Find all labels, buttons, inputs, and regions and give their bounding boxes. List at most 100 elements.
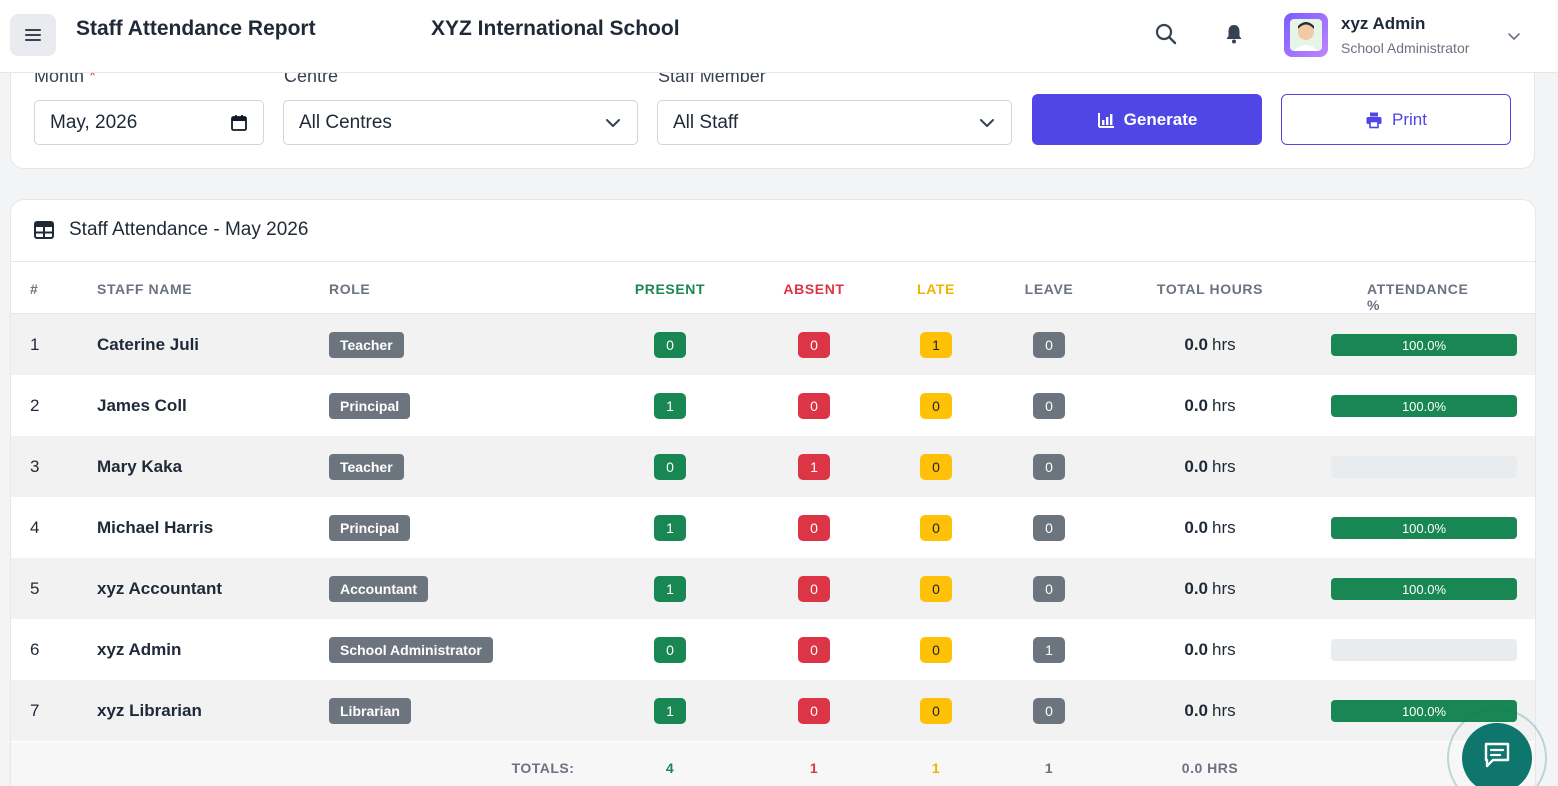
total-hours-value: 0.0 xyxy=(1184,456,1209,476)
search-icon[interactable] xyxy=(1154,22,1178,46)
totals-present: 4 xyxy=(665,760,675,776)
menu-icon xyxy=(25,29,41,41)
role-badge: Librarian xyxy=(329,697,411,724)
total-hours-cell: 0.0 hrs xyxy=(1184,558,1235,619)
absent-count-badge: 0 xyxy=(798,514,830,541)
col-header-staff-name: STAFF NAME xyxy=(97,281,193,297)
absent-cell: 0 xyxy=(798,680,830,741)
attendance-progress-bar: 100.0% xyxy=(1331,517,1517,539)
attendance-progress-fill: 100.0% xyxy=(1331,334,1517,356)
chevron-down-icon xyxy=(606,119,620,127)
page-title: Staff Attendance Report xyxy=(76,17,316,40)
total-hours-value: 0.0 xyxy=(1184,639,1209,659)
present-cell: 1 xyxy=(654,375,686,436)
absent-cell: 0 xyxy=(798,375,830,436)
absent-count-badge: 0 xyxy=(798,392,830,419)
present-count-badge: 1 xyxy=(654,392,686,419)
top-header: Staff Attendance Report XYZ Internationa… xyxy=(0,0,1558,73)
table-row: 3 Mary Kaka Teacher 0 1 0 0 0.0 hrs xyxy=(11,436,1535,497)
totals-absent: 1 xyxy=(809,760,819,776)
total-hours-value: 0.0 xyxy=(1184,700,1209,720)
print-button[interactable]: Print xyxy=(1281,94,1511,145)
row-index: 7 xyxy=(30,700,40,720)
late-count-badge: 0 xyxy=(920,697,952,724)
staff-value: All Staff xyxy=(673,111,739,133)
attendance-progress-bar: 100.0% xyxy=(1331,578,1517,600)
attendance-progress-fill: 100.0% xyxy=(1331,578,1517,600)
bell-icon[interactable] xyxy=(1222,22,1246,46)
avatar[interactable] xyxy=(1284,13,1328,57)
absent-count-badge: 0 xyxy=(798,331,830,358)
late-count-badge: 1 xyxy=(920,331,952,358)
present-cell: 0 xyxy=(654,314,686,375)
row-index: 6 xyxy=(30,639,40,659)
total-hours-cell: 0.0 hrs xyxy=(1184,497,1235,558)
totals-label: TOTALS: xyxy=(511,760,575,776)
col-header-leave: LEAVE xyxy=(1024,281,1074,297)
role-cell: School Administrator xyxy=(329,619,493,680)
month-input[interactable]: May, 2026 xyxy=(34,100,264,145)
row-index: 2 xyxy=(30,395,40,415)
centre-select[interactable]: All Centres xyxy=(283,100,638,145)
school-name: XYZ International School xyxy=(431,17,680,40)
month-value: May, 2026 xyxy=(50,111,138,133)
table-row: 4 Michael Harris Principal 1 0 0 0 0.0 hrs 100.0% xyxy=(11,497,1535,558)
attendance-progress-fill: 100.0% xyxy=(1331,395,1517,417)
chart-icon xyxy=(1097,112,1114,128)
printer-icon xyxy=(1366,112,1382,128)
hours-unit: hrs xyxy=(1212,517,1236,537)
leave-cell: 0 xyxy=(1033,436,1065,497)
generate-button[interactable]: Generate xyxy=(1032,94,1262,145)
menu-toggle-button[interactable] xyxy=(10,14,56,56)
absent-count-badge: 0 xyxy=(798,575,830,602)
hours-unit: hrs xyxy=(1212,395,1236,415)
hours-unit: hrs xyxy=(1212,456,1236,476)
role-cell: Teacher xyxy=(329,436,404,497)
role-badge: Teacher xyxy=(329,453,404,480)
role-badge: Accountant xyxy=(329,575,428,602)
absent-cell: 0 xyxy=(798,314,830,375)
present-count-badge: 1 xyxy=(654,697,686,724)
chat-button[interactable] xyxy=(1462,723,1532,786)
attendance-progress-fill: 100.0% xyxy=(1331,517,1517,539)
col-header-role: ROLE xyxy=(329,281,371,297)
totals-hours: 0.0 HRS xyxy=(1181,760,1239,776)
col-header-absent: ABSENT xyxy=(783,281,845,297)
row-index: 3 xyxy=(30,456,40,476)
absent-count-badge: 0 xyxy=(798,697,830,724)
staff-select[interactable]: All Staff xyxy=(657,100,1012,145)
late-cell: 0 xyxy=(920,619,952,680)
hours-unit: hrs xyxy=(1212,639,1236,659)
leave-cell: 0 xyxy=(1033,497,1065,558)
col-header-present: PRESENT xyxy=(634,281,706,297)
col-header-attendance-pct: ATTENDANCE % xyxy=(1367,281,1469,313)
staff-name: Caterine Juli xyxy=(97,334,200,354)
present-count-badge: 0 xyxy=(654,636,686,663)
table-header-row: # STAFF NAME ROLE PRESENT ABSENT LATE LE… xyxy=(11,262,1535,315)
leave-count-badge: 0 xyxy=(1033,392,1065,419)
role-cell: Accountant xyxy=(329,558,428,619)
present-count-badge: 1 xyxy=(654,514,686,541)
present-cell: 1 xyxy=(654,680,686,741)
late-count-badge: 0 xyxy=(920,636,952,663)
leave-count-badge: 0 xyxy=(1033,575,1065,602)
present-count-badge: 1 xyxy=(654,575,686,602)
table-row: 7 xyz Librarian Librarian 1 0 0 0 0.0 hrs 100.0% xyxy=(11,680,1535,741)
late-cell: 1 xyxy=(920,314,952,375)
table-row: 1 Caterine Juli Teacher 0 0 1 0 0.0 hrs 100.0% xyxy=(11,314,1535,375)
leave-cell: 0 xyxy=(1033,375,1065,436)
present-count-badge: 0 xyxy=(654,453,686,480)
present-cell: 1 xyxy=(654,558,686,619)
total-hours-value: 0.0 xyxy=(1184,395,1209,415)
role-badge: Principal xyxy=(329,392,411,419)
leave-count-badge: 0 xyxy=(1033,453,1065,480)
card-title: Staff Attendance - May 2026 xyxy=(69,219,309,240)
user-name[interactable]: xyz Admin xyxy=(1341,14,1426,33)
total-hours-value: 0.0 xyxy=(1184,334,1209,354)
present-cell: 0 xyxy=(654,619,686,680)
calendar-icon[interactable] xyxy=(229,113,249,133)
totals-late: 1 xyxy=(931,760,941,776)
col-header-total-hours: TOTAL HOURS xyxy=(1156,281,1264,297)
row-index: 1 xyxy=(30,334,40,354)
chevron-down-icon[interactable] xyxy=(1506,28,1522,44)
